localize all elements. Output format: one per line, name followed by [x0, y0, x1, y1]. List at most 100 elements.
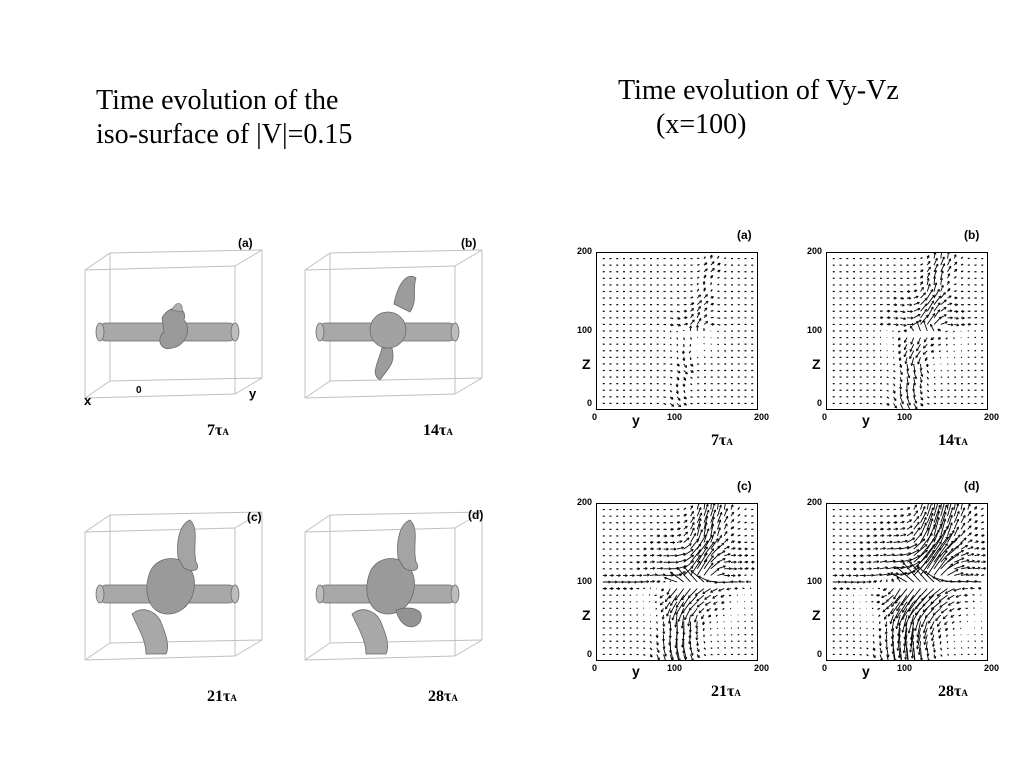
vector-arrowhead [923, 511, 927, 515]
vector-arrow [690, 527, 695, 537]
vector-arrow [920, 511, 927, 523]
vector-arrow [696, 300, 702, 305]
vector-arrowhead [720, 594, 724, 598]
vector-arrow [913, 302, 920, 306]
vector-arrow [911, 357, 915, 366]
vector-ytick: 0 [816, 649, 822, 659]
vector-arrowhead [738, 547, 742, 551]
vector-arrow [662, 614, 664, 620]
vector-arrowhead [894, 405, 897, 409]
vector-arrowhead [681, 597, 685, 601]
vector-arrowhead [909, 356, 912, 360]
vector-arrow [683, 566, 698, 583]
vector-arrowhead [896, 566, 900, 570]
vector-arrowhead [874, 540, 878, 544]
vector-panel-time-value: 14 [938, 432, 954, 449]
vector-arrowhead [657, 657, 660, 661]
vector-arrowhead [705, 294, 708, 297]
vector-arrow [886, 547, 894, 550]
vector-arrowhead [964, 593, 967, 597]
vector-arrow [913, 295, 919, 299]
vector-arrowhead [714, 580, 717, 584]
vector-arrowhead [924, 615, 928, 618]
vector-arrowhead [671, 617, 675, 621]
vector-arrowhead [856, 574, 859, 578]
vector-arrow [907, 588, 921, 606]
vector-arrowhead [909, 349, 913, 352]
vector-arrow [710, 503, 716, 517]
vector-panel-time-value: 21 [711, 683, 727, 700]
vector-arrow [926, 535, 942, 556]
iso-panel-tau-symbol: τ [223, 688, 231, 705]
vector-arrow [960, 552, 969, 557]
vector-arrowhead [712, 530, 716, 534]
vector-arrow [696, 507, 702, 517]
vector-arrowhead [899, 394, 903, 397]
vector-arrow [926, 529, 940, 550]
vector-arrow [717, 542, 725, 550]
vector-arrowhead [678, 404, 682, 408]
vector-arrow [913, 654, 916, 661]
vector-arrowhead [923, 636, 927, 640]
vector-arrowhead [949, 309, 953, 313]
vector-arrow [873, 554, 879, 557]
vector-arrow [906, 403, 911, 410]
vector-arrowhead [886, 402, 890, 406]
vector-arrow [898, 641, 901, 658]
vector-arrowhead [704, 268, 708, 272]
vector-arrowhead [728, 560, 732, 564]
vector-arrowhead [726, 546, 730, 549]
vector-arrow [940, 563, 954, 576]
vector-arrow [696, 628, 698, 635]
iso-panel-label: (a) [238, 236, 253, 250]
vector-arrowhead [730, 504, 734, 508]
vector-arrowhead [921, 503, 924, 504]
vector-arrowhead [942, 292, 946, 295]
vector-arrowhead [666, 547, 669, 551]
vector-arrowhead [917, 313, 921, 317]
vector-arrow [953, 503, 959, 517]
vector-arrowhead [652, 579, 655, 583]
vector-arrowhead [695, 637, 699, 641]
vector-arrow [909, 634, 915, 653]
vector-arrowhead [949, 302, 953, 306]
vector-arrow [670, 317, 674, 320]
vector-arrow [886, 554, 895, 557]
vector-arrowhead [662, 631, 666, 635]
vector-arrowhead [930, 306, 934, 310]
vector-arrow [696, 276, 700, 279]
vector-arrow [906, 537, 915, 543]
vector-arrowhead [903, 317, 906, 321]
vector-arrowhead [889, 534, 892, 538]
vector-arrow [940, 540, 954, 556]
vector-arrow [920, 503, 924, 510]
vector-arrow [716, 621, 719, 623]
vector-arrowhead [974, 513, 978, 517]
vector-arrow [906, 555, 921, 563]
vector-arrowhead [927, 659, 930, 661]
vector-arrowhead [956, 323, 960, 327]
vector-arrowhead [937, 328, 941, 332]
vector-arrow [980, 507, 984, 511]
vector-arrowhead [926, 278, 930, 281]
vector-arrow [955, 594, 962, 598]
vector-panel-label: (c) [737, 479, 752, 493]
vector-arrow [913, 521, 920, 530]
vector-arrowhead [970, 573, 974, 577]
vector-panel-c [596, 503, 758, 661]
vector-arrow [873, 573, 882, 576]
vector-arrowhead [651, 553, 655, 557]
vector-arrow [663, 402, 667, 405]
vector-arrow [688, 601, 698, 611]
vector-arrowhead [867, 547, 871, 551]
vector-arrow [932, 356, 935, 359]
iso-panel-label: (c) [247, 510, 262, 524]
vector-arrow [906, 513, 911, 517]
vector-arrowhead [898, 337, 901, 341]
vector-arrowhead [710, 555, 714, 559]
vector-arrow [933, 295, 942, 305]
vector-arrowhead [698, 318, 702, 321]
vector-arrow [674, 588, 685, 601]
vector-arrowhead [698, 294, 702, 298]
vector-arrow [953, 337, 955, 340]
